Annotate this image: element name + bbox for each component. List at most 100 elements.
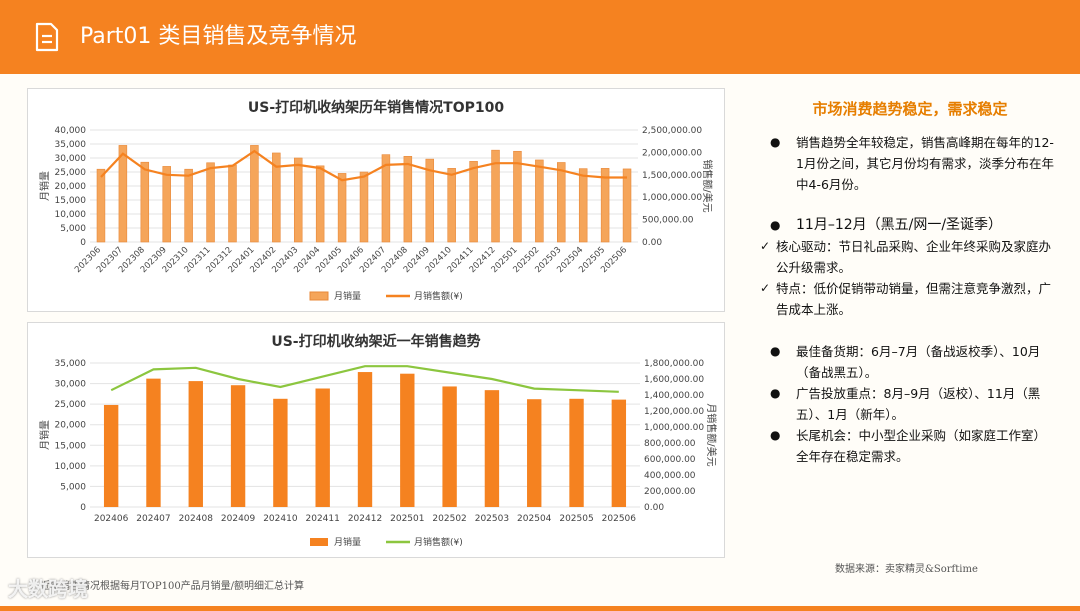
bar	[357, 372, 373, 507]
y2-tick-label: 1,800,000.00	[644, 359, 704, 369]
bar	[230, 385, 246, 507]
y2-tick-label: 0.00	[642, 238, 662, 248]
insight-text-trend: 销售趋势全年较稳定，销售高峰期在每年的12-1月份之间，其它月份均有需求，淡季分…	[796, 135, 1054, 192]
bar	[513, 150, 522, 243]
bar	[442, 386, 457, 507]
insight-item-feature: ✓ 特点：低价促销带动销量，但需注意竞争激烈，广告成本上涨。	[760, 278, 1055, 320]
y-tick-label: 10,000	[55, 210, 87, 220]
bar	[469, 161, 478, 243]
x-tick-label: 202503	[475, 514, 509, 524]
insight-item-trend: ● 销售趋势全年较稳定，销售高峰期在每年的12-1月份之间，其它月份均有需求，淡…	[770, 132, 1055, 195]
bottom-accent-bar	[0, 606, 1080, 611]
chart-title-yearly: US-打印机收纳架历年销售情况TOP100	[247, 100, 505, 116]
x-tick-label: 202506	[602, 514, 637, 524]
x-tick-label: 202411	[306, 514, 340, 524]
bar	[403, 156, 413, 243]
y2-tick-label: 1,000,000.00	[644, 423, 704, 433]
insight-text-peak: 11月–12月（黑五/网一/圣诞季）	[796, 217, 1003, 233]
legend-swatch-bar	[310, 538, 328, 546]
chart-panel-yearly: US-打印机收纳架历年销售情况TOP100 40,000 35,000 30,000…	[27, 88, 725, 312]
y2-tick-label: 400,000.00	[644, 471, 696, 481]
bar	[228, 164, 237, 243]
watermark-logo: 大数跨境	[8, 577, 88, 601]
y2-tick-label: 600,000.00	[644, 455, 696, 465]
bullet-icon: ●	[770, 428, 781, 442]
chart-panel-recent: US-打印机收纳架近一年销售趋势 35,000 30,000 25,000 20,00…	[27, 322, 725, 558]
bar	[535, 159, 544, 243]
check-icon: ✓	[760, 239, 771, 253]
y2-tick-label: 1,600,000.00	[644, 375, 704, 385]
y2-tick-label: 2,500,000.00	[642, 126, 702, 136]
y-tick-label: 30,000	[55, 380, 87, 390]
y-tick-label: 30,000	[55, 154, 87, 164]
insight-text-feature: 特点：低价促销带动销量，但需注意竞争激烈，广告成本上涨。	[776, 281, 1052, 317]
bullet-icon: ●	[770, 386, 781, 400]
bar	[491, 149, 500, 243]
bullet-icon: ●	[770, 218, 781, 232]
bar	[484, 390, 500, 507]
x-tick-label: 202412	[348, 514, 382, 524]
bar	[293, 157, 303, 243]
y2-tick-label: 500,000.00	[642, 216, 694, 226]
y-tick-label: 20,000	[55, 182, 87, 192]
insight-item-ads: ● 广告投放重点：8月–9月（返校）、11月（黑五）、1月（新年）。	[770, 383, 1055, 425]
bar	[315, 388, 330, 507]
insight-item-peak: ● 11月–12月（黑五/网一/圣诞季）	[770, 215, 1055, 236]
y-tick-label: 15,000	[55, 441, 87, 451]
bar	[527, 399, 542, 507]
y-tick-label: 0	[80, 503, 86, 513]
bar	[118, 145, 128, 243]
y-tick-label: 15,000	[55, 196, 87, 206]
y2-tick-label: 800,000.00	[644, 439, 696, 449]
legend-label-bar: 月销量	[334, 290, 361, 302]
bar	[206, 162, 215, 243]
y-tick-label: 0	[80, 238, 86, 248]
bar	[273, 398, 288, 507]
x-tick-label: 202502	[432, 514, 466, 524]
y2-tick-label: 1,500,000.00	[642, 171, 702, 181]
insight-text-driver: 核心驱动：节日礼品采购、企业年终采购及家庭办公升级需求。	[776, 239, 1052, 275]
legend-label-line: 月销售额(¥)	[414, 536, 463, 548]
y-tick-label: 5,000	[60, 482, 86, 492]
bar	[578, 168, 588, 243]
bar	[250, 145, 259, 243]
bar	[611, 399, 627, 507]
bar	[557, 162, 566, 243]
document-icon	[35, 22, 59, 52]
x-tick-label: 202501	[390, 514, 424, 524]
insight-item-stock: ● 最佳备货期：6月–7月（备战返校季）、10月（备战黑五）。	[770, 341, 1055, 383]
data-source: 数据来源：卖家精灵&Sorftime	[835, 564, 978, 575]
bar	[569, 398, 584, 507]
insight-text-ads: 广告投放重点：8月–9月（返校）、11月（黑五）、1月（新年）。	[796, 386, 1041, 422]
x-tick-label: 202410	[263, 514, 298, 524]
y-tick-label: 35,000	[55, 140, 87, 150]
legend-swatch-bar	[309, 291, 329, 301]
bar	[425, 158, 435, 243]
header-bar: Part01 类目销售及竞争情况	[0, 0, 1080, 74]
y2-tick-label: 1,400,000.00	[644, 391, 704, 401]
x-tick-label: 202409	[221, 514, 256, 524]
bar	[272, 152, 281, 243]
insight-text-stock: 最佳备货期：6月–7月（备战返校季）、10月（备战黑五）。	[796, 344, 1041, 380]
x-tick-label: 202505	[559, 514, 593, 524]
chart-yearly: 40,000 35,000 30,000 25,000 20,000 15,000 10,0…	[38, 126, 714, 302]
bar	[315, 165, 325, 243]
x-tick-label: 202406	[94, 514, 129, 524]
insight-item-driver: ✓ 核心驱动：节日礼品采购、企业年终采购及家庭办公升级需求。	[760, 236, 1055, 278]
page-title: Part01 类目销售及竞争情况	[80, 24, 357, 49]
insight-text-longtail: 长尾机会：中小型企业采购（如家庭工作室）全年存在稳定需求。	[796, 428, 1047, 464]
sales-line	[100, 149, 627, 182]
y2-tick-label: 1,200,000.00	[644, 407, 704, 417]
y-tick-label: 5,000	[60, 224, 86, 234]
bar	[359, 171, 369, 243]
bar	[447, 168, 456, 243]
bar	[140, 161, 150, 243]
chart-recent: 35,000 30,000 25,000 20,000 15,000 10,000 5,00…	[38, 359, 718, 548]
y-axis-label: 月销量	[38, 420, 51, 450]
y2-tick-label: 0.00	[644, 503, 664, 513]
bar	[600, 168, 610, 243]
bar	[184, 168, 193, 243]
y2-tick-label: 1,000,000.00	[642, 193, 702, 203]
x-tick-label: 202407	[136, 514, 170, 524]
bar	[103, 404, 119, 507]
